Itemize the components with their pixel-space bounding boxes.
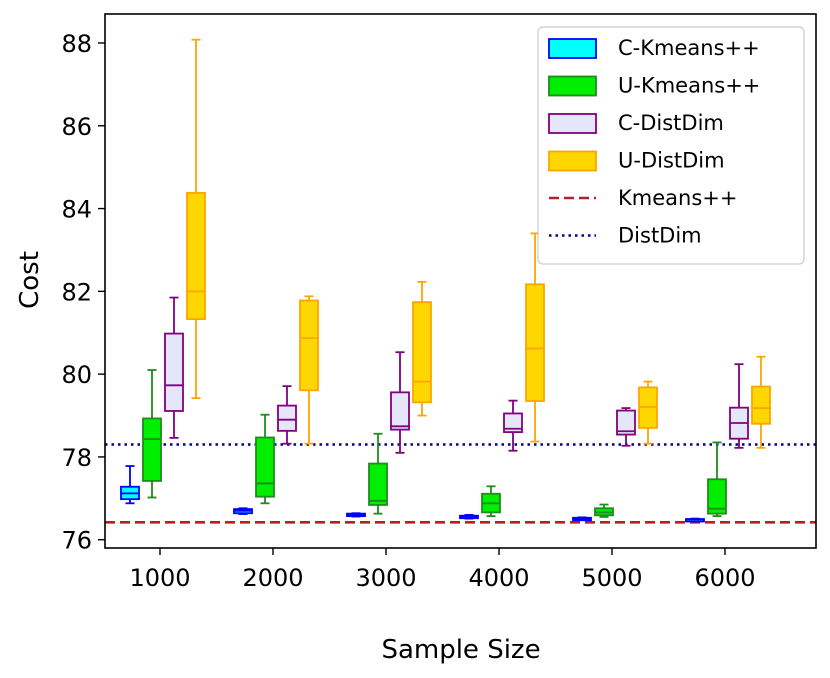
legend-swatch — [548, 150, 597, 172]
box-body — [616, 409, 636, 436]
y-tick-label: 84 — [61, 196, 92, 224]
box-body — [277, 404, 297, 432]
x-tick-label: 2000 — [242, 564, 303, 592]
y-axis-title: Cost — [15, 251, 45, 309]
legend-entry-u-distdim: U-DistDim — [548, 149, 725, 173]
box-u-kmeansplusplus-1000 — [142, 369, 162, 499]
legend: C-Kmeans++ U-Kmeans++ C-DistDim U-DistDim Km… — [537, 26, 805, 265]
box-u-kmeansplusplus-6000 — [707, 441, 727, 518]
legend-swatch — [548, 113, 597, 134]
legend-entry-kmeansplusplus: Kmeans++ — [549, 186, 737, 210]
box-c-distdim-3000 — [390, 351, 410, 454]
box-u-kmeansplusplus-3000 — [368, 432, 388, 515]
legend-label: DistDim — [618, 224, 702, 248]
box-u-distdim-3000 — [412, 280, 432, 417]
box-body — [525, 283, 545, 402]
x-tick-label: 5000 — [581, 564, 642, 592]
legend-label: Kmeans++ — [618, 186, 737, 210]
box-c-kmeansplusplus-5000 — [572, 516, 592, 522]
legend-entry-distdim: DistDim — [549, 224, 702, 248]
box-c-distdim-5000 — [616, 407, 636, 447]
box-body — [412, 301, 432, 404]
box-body — [142, 417, 162, 482]
y-tick-label: 76 — [61, 527, 92, 555]
y-tick-label: 80 — [61, 361, 92, 389]
box-body — [390, 391, 410, 431]
box-body — [299, 299, 319, 392]
box-u-distdim-5000 — [638, 380, 658, 445]
y-tick-label: 86 — [61, 113, 92, 141]
y-tick-label: 78 — [61, 444, 92, 472]
box-c-kmeansplusplus-2000 — [233, 507, 253, 515]
box-u-distdim-6000 — [751, 355, 771, 449]
x-tick-label: 6000 — [694, 564, 755, 592]
x-axis-title: Sample Size — [381, 635, 540, 665]
axes-frame — [104, 13, 817, 549]
legend-entry-u-kmeansplusplus: U-Kmeans++ — [548, 74, 760, 98]
x-tick-label: 1000 — [129, 564, 190, 592]
legend-entry-c-distdim: C-DistDim — [548, 111, 724, 135]
box-c-distdim-1000 — [164, 296, 184, 439]
box-c-kmeansplusplus-4000 — [459, 513, 479, 520]
box-body — [368, 462, 388, 506]
legend-label: U-Kmeans++ — [618, 74, 760, 98]
box-u-kmeansplusplus-4000 — [481, 485, 501, 518]
box-u-kmeansplusplus-5000 — [594, 503, 614, 518]
box-body — [503, 412, 523, 433]
axes: 76 78 80 82 84 86 88 1000 2000 3000 4000 5000 6000 — [61, 13, 817, 592]
legend-label: C-Kmeans++ — [618, 36, 760, 60]
box-body — [707, 478, 727, 515]
box-body — [186, 191, 206, 320]
plot-area — [105, 38, 816, 524]
legend-frame — [537, 26, 805, 265]
box-u-distdim-1000 — [186, 38, 206, 400]
box-c-kmeansplusplus-6000 — [685, 517, 705, 523]
box-c-kmeansplusplus-1000 — [120, 465, 140, 505]
box-u-distdim-4000 — [525, 232, 545, 443]
x-tick-label: 3000 — [355, 564, 416, 592]
legend-swatch — [548, 38, 597, 59]
box-c-kmeansplusplus-3000 — [346, 512, 366, 518]
legend-label: U-DistDim — [618, 149, 725, 173]
y-tick-label: 88 — [61, 30, 92, 58]
y-tick-label: 82 — [61, 278, 92, 306]
box-u-kmeansplusplus-2000 — [255, 413, 275, 505]
box-body — [255, 436, 275, 498]
box-c-distdim-6000 — [729, 363, 749, 449]
box-c-distdim-4000 — [503, 399, 523, 452]
box-body — [751, 385, 771, 425]
legend-swatch — [548, 75, 597, 97]
legend-label: C-DistDim — [618, 111, 724, 135]
box-c-distdim-2000 — [277, 385, 297, 445]
box-u-distdim-2000 — [299, 295, 319, 445]
x-tick-label: 4000 — [468, 564, 529, 592]
legend-entry-c-kmeansplusplus: C-Kmeans++ — [548, 36, 760, 60]
box-body — [164, 332, 184, 412]
